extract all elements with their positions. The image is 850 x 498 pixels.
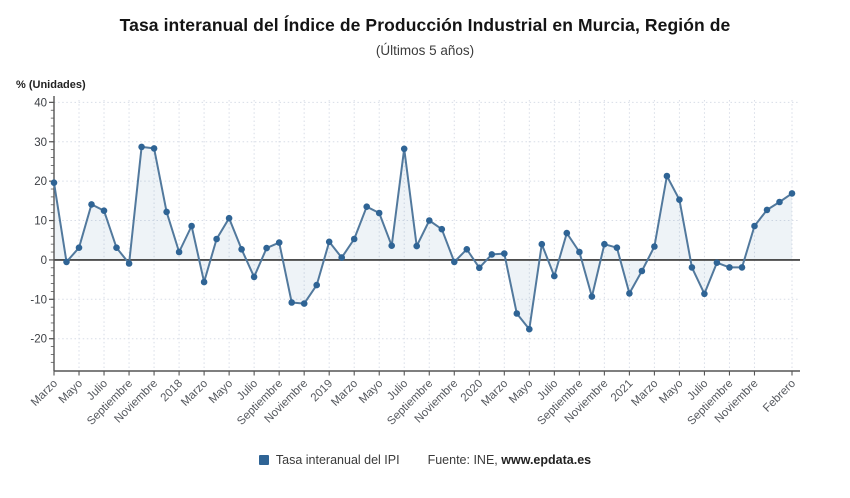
data-points (50, 143, 796, 333)
series-line (53, 145, 793, 331)
x-tick-label: Mayo (507, 378, 535, 406)
legend-label: Tasa interanual del IPI (275, 453, 400, 467)
data-point[interactable] (388, 242, 396, 249)
y-tick-labels: 40 30 20 10 0 -10 -20 (30, 97, 47, 345)
data-point[interactable] (63, 258, 70, 266)
y-tick-label: 10 (34, 216, 47, 228)
data-point[interactable] (300, 300, 308, 307)
data-point[interactable] (275, 239, 283, 246)
data-point[interactable] (113, 244, 120, 251)
data-point[interactable] (476, 264, 483, 272)
data-point[interactable] (363, 203, 371, 210)
data-point[interactable] (426, 217, 433, 224)
source-site: www.epdata.es (501, 453, 592, 467)
data-point[interactable] (701, 290, 708, 298)
data-point[interactable] (788, 190, 796, 197)
chart-footer: Tasa interanual del IPI Fuente: INE, www… (0, 453, 850, 467)
data-point[interactable] (676, 196, 683, 203)
data-point[interactable] (463, 246, 471, 253)
data-point[interactable] (588, 293, 596, 300)
data-point[interactable] (375, 209, 383, 217)
data-point[interactable] (751, 222, 758, 230)
data-point[interactable] (551, 272, 558, 280)
data-point[interactable] (413, 242, 421, 250)
data-point[interactable] (100, 207, 108, 214)
data-point[interactable] (638, 267, 646, 275)
data-point[interactable] (188, 222, 195, 230)
data-point[interactable] (713, 259, 721, 267)
x-tick-label: Mayo (207, 378, 235, 406)
axes (49, 96, 800, 376)
data-point[interactable] (688, 264, 696, 271)
legend-swatch-icon (258, 455, 269, 465)
data-point[interactable] (213, 235, 220, 243)
x-tick-label: Marzo (179, 378, 210, 409)
data-point[interactable] (576, 248, 583, 256)
x-tick-label: Marzo (329, 378, 360, 409)
source-text: Fuente: INE, www.epdata.es (428, 453, 592, 467)
data-point[interactable] (451, 258, 458, 266)
data-point[interactable] (75, 244, 83, 251)
data-point[interactable] (651, 243, 658, 250)
y-tick-label: -10 (30, 294, 47, 306)
data-point[interactable] (663, 172, 671, 180)
x-tick-label: Mayo (657, 378, 685, 406)
data-point[interactable] (526, 325, 533, 333)
data-point[interactable] (325, 238, 333, 246)
data-point[interactable] (776, 198, 783, 206)
data-point[interactable] (225, 214, 233, 222)
y-tick-label: 20 (34, 176, 47, 188)
data-point[interactable] (538, 240, 546, 248)
x-tick-label: Mayo (57, 378, 85, 406)
data-point[interactable] (738, 264, 746, 271)
y-tick-label: 30 (34, 137, 47, 149)
x-tick-label: Mayo (357, 378, 385, 406)
data-point[interactable] (626, 290, 633, 297)
data-point[interactable] (250, 273, 258, 281)
data-point[interactable] (200, 278, 208, 286)
y-tick-label: 40 (34, 97, 47, 109)
data-point[interactable] (513, 310, 521, 317)
chart-title: Tasa interanual del Índice de Producción… (119, 15, 731, 35)
y-tick-label: -20 (30, 334, 47, 346)
data-point[interactable] (601, 240, 608, 248)
data-point[interactable] (501, 250, 508, 257)
data-point[interactable] (138, 143, 145, 151)
data-point[interactable] (238, 246, 245, 253)
data-point[interactable] (175, 248, 183, 256)
data-point[interactable] (313, 281, 321, 289)
data-point[interactable] (263, 244, 270, 252)
data-point[interactable] (726, 264, 733, 271)
x-tick-label: Marzo (629, 378, 660, 409)
chart-subtitle: (Últimos 5 años) (375, 43, 475, 58)
data-point[interactable] (125, 260, 133, 267)
data-point[interactable] (88, 201, 95, 208)
y-axis-unit-label: % (Unidades) (16, 79, 86, 91)
area-fill (54, 146, 792, 330)
data-point[interactable] (163, 208, 170, 216)
gridlines (53, 100, 800, 371)
data-point[interactable] (438, 225, 446, 233)
y-tick-label: 0 (41, 255, 47, 267)
x-tick-label: Marzo (479, 378, 510, 409)
data-point[interactable] (50, 179, 58, 186)
source-prefix: Fuente: INE, (427, 453, 502, 467)
legend-item[interactable]: Tasa interanual del IPI (258, 453, 400, 467)
data-point[interactable] (763, 206, 771, 214)
data-point[interactable] (150, 145, 158, 152)
data-point[interactable] (488, 251, 496, 258)
data-point[interactable] (613, 244, 621, 251)
data-point[interactable] (563, 229, 571, 237)
data-point[interactable] (350, 235, 358, 243)
x-tick-label: Febrero (761, 378, 798, 415)
data-point[interactable] (288, 299, 296, 306)
x-tick-label: Marzo (29, 378, 60, 409)
data-point[interactable] (338, 254, 346, 261)
data-point[interactable] (400, 145, 408, 153)
